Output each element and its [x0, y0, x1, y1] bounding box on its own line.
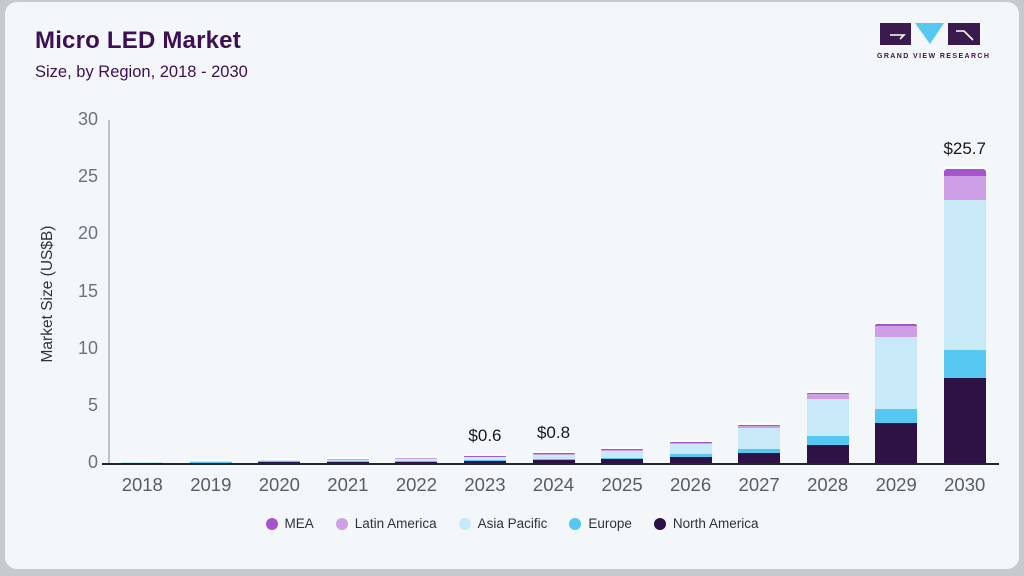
x-tick-label: 2024 [532, 474, 575, 495]
bar-segment [601, 459, 644, 463]
x-tick-label: 2021 [327, 474, 369, 495]
chart-legend: MEA Latin America Asia Pacific Europe North … [5, 516, 1019, 531]
bar-segment [601, 451, 644, 458]
legend-item: Latin America [335, 516, 437, 531]
bar-segment [875, 325, 918, 338]
legend-label: Europe [588, 516, 632, 531]
gvr-logo: GRAND VIEW RESEARCH [877, 22, 991, 60]
bar-segment [189, 460, 232, 462]
page-subtitle: Size, by Region, 2018 - 2030 [35, 63, 248, 81]
bar-segment [395, 460, 438, 462]
bar-segment [532, 454, 575, 459]
bar-segment [532, 453, 575, 455]
y-tick-label: 30 [77, 109, 98, 129]
legend-label: North America [672, 516, 759, 531]
legend-label: Latin America [354, 516, 437, 531]
bar-segment [463, 460, 506, 463]
x-tick-label: 2019 [190, 474, 232, 495]
legend-swatch-icon [569, 517, 582, 530]
legend-item: MEA [265, 516, 314, 531]
x-tick-label: 2026 [669, 474, 712, 495]
bar-segment [806, 392, 849, 394]
bar-segment [943, 378, 986, 463]
bar-segment [258, 461, 301, 462]
legend-swatch-icon [265, 517, 278, 530]
x-tick-label: 2027 [738, 474, 780, 495]
x-tick-label: 2023 [464, 474, 506, 495]
bar-annotation: $25.7 [943, 139, 986, 159]
gvr-logo-text: GRAND VIEW RESEARCH [877, 53, 991, 60]
bar-segment [943, 200, 986, 350]
bar-segment [738, 424, 781, 426]
x-tick-label: 2022 [395, 474, 437, 495]
x-axis-line [102, 463, 999, 465]
bar-annotation: $0.8 [536, 423, 571, 443]
bar-segment [875, 409, 918, 423]
x-tick-label: 2030 [944, 474, 986, 495]
bar-segment [669, 454, 712, 457]
bar-segment [395, 458, 438, 461]
bar-segment [738, 425, 781, 429]
legend-swatch-icon [335, 517, 348, 530]
stacked-bar-chart: Market Size (US$B) 0 5 10 15 20 25 30 2018 2019 2… [5, 2, 1019, 569]
x-tick-label: 2025 [601, 474, 643, 495]
bar-segment [669, 444, 712, 455]
y-axis-line [108, 120, 110, 463]
bar-segment [875, 323, 918, 326]
bar-segment [326, 459, 369, 461]
bar-segment [943, 349, 986, 379]
legend-item: Europe [569, 516, 632, 531]
bar-segment [601, 449, 644, 451]
x-tick-label: 2018 [121, 474, 163, 495]
bar-segment [738, 428, 781, 449]
bar-segment [943, 176, 986, 201]
legend-label: MEA [284, 516, 314, 531]
bar-segment [806, 398, 849, 436]
legend-label: Asia Pacific [477, 516, 548, 531]
bar-segment [258, 462, 301, 463]
x-tick-label: 2020 [258, 474, 300, 495]
chart-card: Micro LED Market Size, by Region, 2018 -… [5, 2, 1019, 569]
bar-segment [943, 169, 986, 177]
legend-swatch-icon [458, 517, 471, 530]
y-tick-label: 10 [77, 337, 98, 358]
bar-segment [738, 452, 781, 463]
gvr-logo-icon [880, 23, 980, 45]
bar-segment [532, 460, 575, 463]
legend-item: Asia Pacific [458, 516, 548, 531]
legend-swatch-icon [653, 517, 666, 530]
bar-segment [601, 457, 644, 460]
bar-segment [669, 441, 712, 443]
bar-segment [395, 461, 438, 463]
bar-segment [121, 461, 164, 463]
bar-segment [806, 393, 849, 399]
x-tick-label: 2029 [875, 474, 917, 495]
bar-segment [532, 458, 575, 461]
bar-segment [875, 337, 918, 410]
y-tick-label: 25 [77, 166, 98, 187]
bar-segment [189, 462, 232, 463]
bar-segment [258, 459, 301, 461]
bar-annotation: $0.6 [468, 425, 502, 445]
bar-segment [326, 460, 369, 462]
bar-segment [875, 422, 918, 463]
bar-segment [806, 435, 849, 445]
x-tick-label: 2028 [807, 474, 849, 495]
bar-segment [669, 456, 712, 463]
bar-segment [463, 456, 506, 460]
bar-segment [738, 448, 781, 453]
legend-item: North America [653, 516, 759, 531]
bar-segment [326, 461, 369, 463]
bar-segment [669, 442, 712, 445]
page-title: Micro LED Market [35, 27, 241, 54]
bar-segment [601, 450, 644, 452]
y-tick-label: 0 [87, 452, 98, 472]
bar-segment [806, 444, 849, 463]
y-tick-label: 5 [87, 394, 98, 415]
y-tick-label: 20 [77, 223, 98, 244]
bar-segment [463, 459, 506, 461]
bar-segment [463, 455, 506, 457]
y-tick-label: 15 [77, 280, 98, 301]
